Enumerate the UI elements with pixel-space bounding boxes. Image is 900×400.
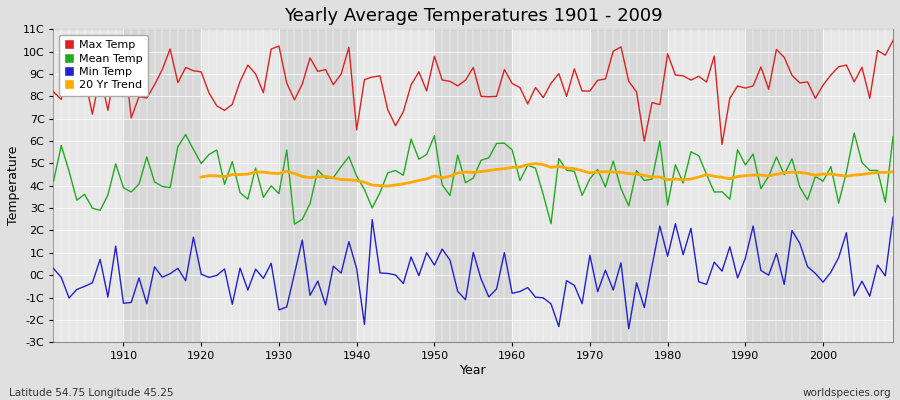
Bar xyxy=(745,29,824,342)
Bar xyxy=(590,29,668,342)
Text: worldspecies.org: worldspecies.org xyxy=(803,388,891,398)
Bar xyxy=(202,29,279,342)
Bar xyxy=(824,29,893,342)
Bar xyxy=(512,29,590,342)
Bar xyxy=(123,29,202,342)
Bar xyxy=(435,29,512,342)
Bar xyxy=(356,29,435,342)
Bar xyxy=(279,29,356,342)
Text: Latitude 54.75 Longitude 45.25: Latitude 54.75 Longitude 45.25 xyxy=(9,388,174,398)
Legend: Max Temp, Mean Temp, Min Temp, 20 Yr Trend: Max Temp, Mean Temp, Min Temp, 20 Yr Tre… xyxy=(59,35,148,96)
X-axis label: Year: Year xyxy=(460,364,487,377)
Title: Yearly Average Temperatures 1901 - 2009: Yearly Average Temperatures 1901 - 2009 xyxy=(284,7,662,25)
Y-axis label: Temperature: Temperature xyxy=(7,146,20,226)
Bar xyxy=(668,29,745,342)
Bar xyxy=(53,29,123,342)
